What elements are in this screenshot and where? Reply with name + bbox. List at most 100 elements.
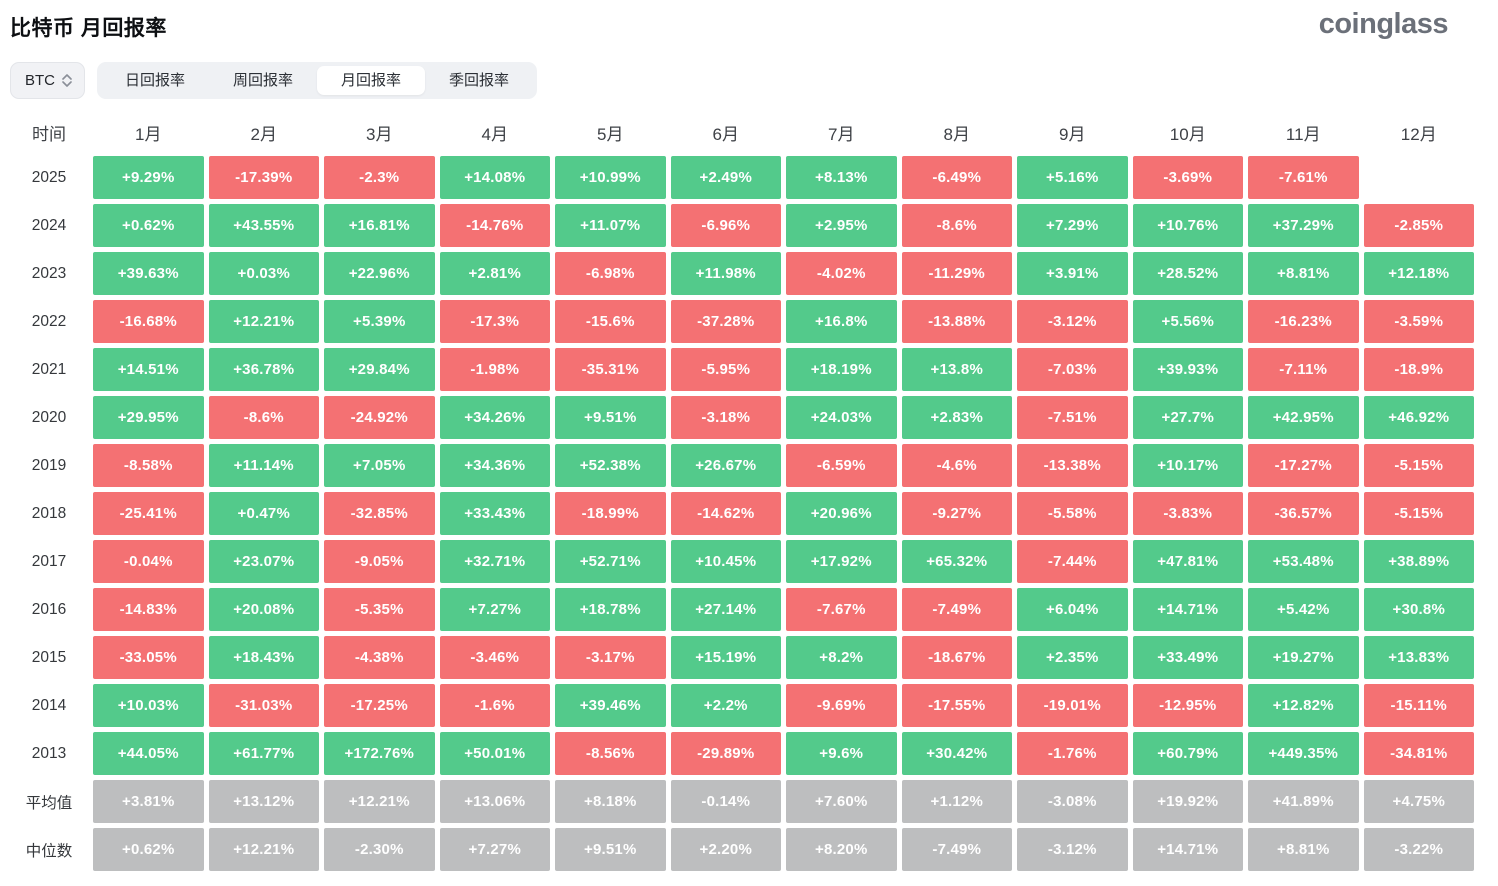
return-cell: +2.81%	[439, 252, 550, 295]
return-cell: -7.67%	[786, 588, 897, 631]
return-cell: +11.14%	[208, 444, 319, 487]
return-cell: +6.04%	[1017, 588, 1128, 631]
return-cell: +65.32%	[901, 540, 1012, 583]
row-label: 平均值	[25, 794, 73, 812]
return-cell: -17.3%	[439, 300, 550, 343]
return-cell: -34.81%	[1363, 732, 1474, 775]
return-cell: +15.19%	[670, 636, 781, 679]
return-cell: +16.8%	[786, 300, 897, 343]
row-label: 2016	[31, 600, 67, 618]
coin-selector-value: BTC	[25, 72, 55, 89]
coin-selector[interactable]: BTC	[10, 62, 85, 99]
return-cell: +46.92%	[1363, 396, 1474, 439]
return-cell: +2.35%	[1017, 636, 1128, 679]
return-cell: +50.01%	[439, 732, 550, 775]
return-cell: +27.14%	[670, 588, 781, 631]
return-cell: +3.91%	[1017, 252, 1128, 295]
return-cell: +1.12%	[901, 780, 1012, 823]
return-cell: +43.55%	[208, 204, 319, 247]
return-cell: +61.77%	[208, 732, 319, 775]
return-cell: -13.88%	[901, 300, 1012, 343]
tab-weekly-return[interactable]: 周回报率	[209, 66, 317, 95]
return-cell: +34.26%	[439, 396, 550, 439]
return-cell: +10.76%	[1132, 204, 1243, 247]
return-cell: +12.18%	[1363, 252, 1474, 295]
return-cell: -8.56%	[555, 732, 666, 775]
return-cell: +20.08%	[208, 588, 319, 631]
return-cell: +19.92%	[1132, 780, 1243, 823]
return-cell: +8.81%	[1248, 828, 1359, 871]
tab-quarterly-return[interactable]: 季回报率	[425, 66, 533, 95]
return-cell: +8.2%	[786, 636, 897, 679]
return-cell: -14.62%	[670, 492, 781, 535]
month-column-header: 4月	[481, 124, 508, 144]
tab-daily-return[interactable]: 日回报率	[101, 66, 209, 95]
return-cell: +8.20%	[786, 828, 897, 871]
return-cell: -3.46%	[439, 636, 550, 679]
month-column-header: 3月	[366, 124, 393, 144]
return-cell: +11.07%	[555, 204, 666, 247]
return-cell: -9.05%	[324, 540, 435, 583]
return-cell: -16.68%	[93, 300, 204, 343]
return-cell: +14.08%	[439, 156, 550, 199]
month-column-header: 12月	[1400, 124, 1437, 144]
return-cell: +0.62%	[93, 204, 204, 247]
row-label: 2015	[31, 648, 67, 666]
month-column-header: 9月	[1059, 124, 1086, 144]
return-cell: +33.49%	[1132, 636, 1243, 679]
return-cell: -2.85%	[1363, 204, 1474, 247]
return-cell: +0.62%	[93, 828, 204, 871]
return-cell: +52.71%	[555, 540, 666, 583]
return-cell: +5.39%	[324, 300, 435, 343]
return-cell: +28.52%	[1132, 252, 1243, 295]
page-title: 比特币 月回报率	[10, 17, 167, 40]
return-cell: -7.61%	[1248, 156, 1359, 199]
return-cell: -1.76%	[1017, 732, 1128, 775]
return-cell: -36.57%	[1248, 492, 1359, 535]
return-cell: +20.96%	[786, 492, 897, 535]
return-cell: -4.6%	[901, 444, 1012, 487]
row-label: 2018	[31, 504, 67, 522]
return-cell: +0.47%	[208, 492, 319, 535]
return-cell: +18.43%	[208, 636, 319, 679]
return-cell: -3.08%	[1017, 780, 1128, 823]
return-cell: +2.49%	[670, 156, 781, 199]
return-cell: -7.51%	[1017, 396, 1128, 439]
return-cell: +30.42%	[901, 732, 1012, 775]
return-cell: +2.2%	[670, 684, 781, 727]
return-cell: -7.44%	[1017, 540, 1128, 583]
return-cell: -15.11%	[1363, 684, 1474, 727]
return-cell: -3.69%	[1132, 156, 1243, 199]
return-cell: -3.83%	[1132, 492, 1243, 535]
return-cell: -9.27%	[901, 492, 1012, 535]
row-label: 2013	[31, 744, 67, 762]
return-cell: +10.99%	[555, 156, 666, 199]
row-label: 2023	[31, 264, 67, 282]
return-cell: -17.55%	[901, 684, 1012, 727]
return-cell: +5.42%	[1248, 588, 1359, 631]
return-cell: +12.21%	[208, 828, 319, 871]
return-cell: -25.41%	[93, 492, 204, 535]
row-label: 2025	[31, 168, 67, 186]
return-cell: +9.6%	[786, 732, 897, 775]
return-cell: -3.12%	[1017, 828, 1128, 871]
return-cell: -5.58%	[1017, 492, 1128, 535]
tab-monthly-return[interactable]: 月回报率	[317, 66, 426, 95]
return-cell: -29.89%	[670, 732, 781, 775]
month-column-header: 11月	[1285, 124, 1321, 144]
return-cell: -3.22%	[1363, 828, 1474, 871]
return-cell: +9.51%	[555, 828, 666, 871]
return-cell: +12.82%	[1248, 684, 1359, 727]
return-cell: +42.95%	[1248, 396, 1359, 439]
return-cell: +44.05%	[93, 732, 204, 775]
return-cell: +13.8%	[901, 348, 1012, 391]
return-cell: -3.12%	[1017, 300, 1128, 343]
row-label: 2017	[31, 552, 67, 570]
return-cell: -2.30%	[324, 828, 435, 871]
return-cell: +41.89%	[1248, 780, 1359, 823]
return-cell: +38.89%	[1363, 540, 1474, 583]
return-cell: +13.06%	[439, 780, 550, 823]
return-cell: +5.56%	[1132, 300, 1243, 343]
returns-table: 时间 1月 2月 3月 4月 5月 6月 7月 8月 9月 10月 11月 12月 2025 +9.29% -…	[10, 113, 1474, 871]
month-column-header: 8月	[943, 124, 970, 144]
